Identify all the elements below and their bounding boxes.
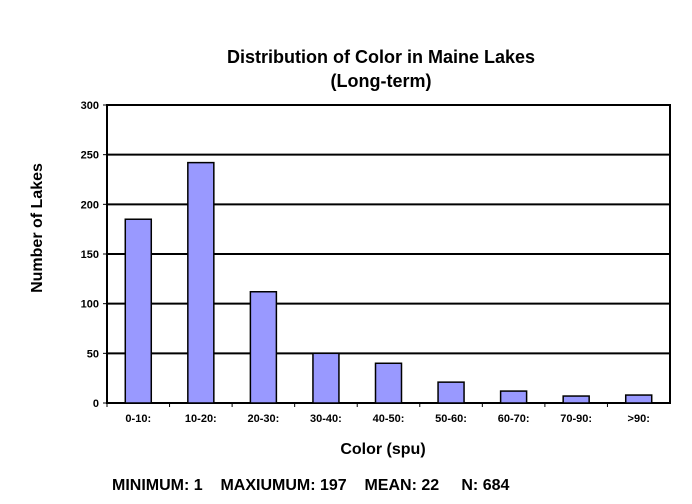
- chart-title: Distribution of Color in Maine Lakes: [227, 47, 535, 67]
- x-tick-label: 70-90:: [560, 413, 592, 425]
- bar: [499, 390, 528, 404]
- y-tick-label: 0: [93, 398, 99, 410]
- bar: [124, 218, 153, 404]
- x-tick-label: 40-50:: [373, 413, 405, 425]
- x-tick-label: 50-60:: [435, 413, 467, 425]
- y-tick-label: 50: [87, 348, 99, 360]
- x-tick-label: 10-20:: [185, 413, 217, 425]
- x-tick-label: 30-40:: [310, 413, 342, 425]
- y-tick-label: 150: [81, 249, 99, 261]
- y-tick-label: 300: [81, 100, 99, 112]
- x-tick-label: 0-10:: [125, 413, 151, 425]
- y-tick-label: 200: [81, 199, 99, 211]
- y-axis-label: Number of Lakes: [29, 163, 46, 293]
- bar: [249, 290, 278, 404]
- y-tick-label: 250: [81, 150, 99, 162]
- bar: [562, 395, 590, 404]
- y-tick-label: 100: [81, 299, 99, 311]
- x-tick-label: 20-30:: [247, 413, 279, 425]
- x-axis-label: Color (spu): [340, 441, 425, 458]
- bar: [374, 362, 403, 404]
- summary-statistics: MINIMUM: 1 MAXIUMUM: 197 MEAN: 22 N: 684: [112, 477, 510, 494]
- x-tick-label: 60-70:: [498, 413, 530, 425]
- bar: [187, 161, 215, 404]
- chart-subtitle: (Long-term): [331, 71, 432, 91]
- bar: [312, 352, 340, 404]
- bar: [437, 381, 465, 404]
- bar: [624, 394, 653, 404]
- x-tick-label: >90:: [628, 413, 650, 425]
